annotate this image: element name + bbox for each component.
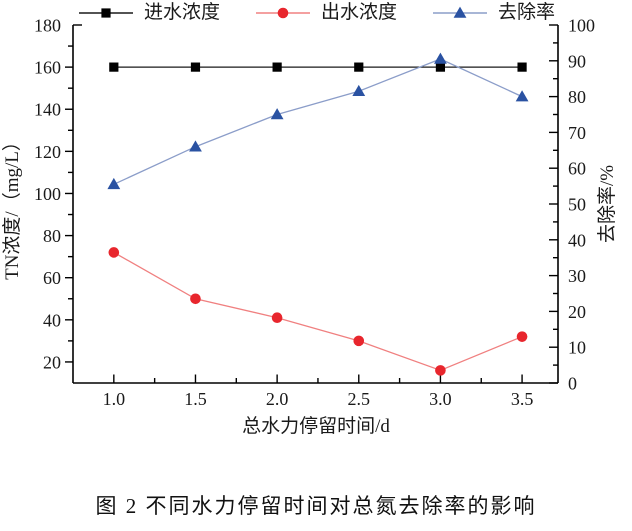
axes: 20 40 60 80 100 120 140 160 180 0 10 20 30 40 50 60 70 80… <box>34 16 595 410</box>
legend-triangle-marker-icon <box>433 6 487 18</box>
y-left-tick-label: 120 <box>34 142 61 162</box>
x-axis-label: 总水力停留时间/d <box>242 415 390 437</box>
legend-item-influent-concentration: 进水浓度 <box>77 2 220 24</box>
series-effluent-concentration <box>108 247 528 376</box>
legend-item-label: 出水浓度 <box>320 2 397 23</box>
legend-square-marker-icon <box>78 8 133 18</box>
data-series <box>107 52 529 376</box>
y-left-axis-label: TN浓度/（mg/L） <box>1 132 23 280</box>
y-left-tick-label: 180 <box>34 16 61 36</box>
y-right-tick-label: 70 <box>568 123 586 143</box>
y-right-tick-label: 60 <box>568 159 586 179</box>
y-right-tick-label: 10 <box>568 338 586 358</box>
y-right-tick-label: 90 <box>568 51 586 71</box>
series-removal-rate <box>107 52 529 190</box>
chart-plot-area: 20 40 60 80 100 120 140 160 180 0 10 20 30 40 50 60 70 80… <box>1 16 618 438</box>
legend-circle-marker-icon <box>255 7 310 19</box>
x-tick-label: 2.5 <box>348 389 371 409</box>
chart-legend: 进水浓度 出水浓度 去除率 <box>0 2 632 24</box>
y-left-tick-label: 20 <box>43 352 61 372</box>
x-tick-label: 3.0 <box>429 389 452 409</box>
y-right-tick-label: 40 <box>568 230 586 250</box>
y-right-tick-label: 20 <box>568 302 586 322</box>
x-tick-label: 1.0 <box>103 389 126 409</box>
y-right-tick-label: 80 <box>568 87 586 107</box>
y-right-tick-label: 0 <box>568 374 577 394</box>
y-left-tick-label: 80 <box>43 226 61 246</box>
figure-caption: 图 2 不同水力停留时间对总氮去除率的影响 <box>95 494 537 518</box>
y-left-tick-label: 160 <box>34 58 61 78</box>
y-right-axis-label: 去除率/% <box>596 165 618 243</box>
x-tick-label: 2.0 <box>266 389 289 409</box>
y-right-tick-label: 50 <box>568 195 586 215</box>
legend-item-label: 去除率 <box>498 2 556 23</box>
y-left-tick-label: 100 <box>34 184 61 204</box>
legend-item-label: 进水浓度 <box>143 2 220 23</box>
y-right-tick-label: 100 <box>568 16 595 36</box>
legend-item-effluent-concentration: 出水浓度 <box>254 2 397 24</box>
y-left-tick-label: 60 <box>43 268 61 288</box>
legend-item-removal-rate: 去除率 <box>431 2 555 24</box>
y-left-tick-label: 140 <box>34 100 61 120</box>
y-left-tick-label: 40 <box>43 310 61 330</box>
x-tick-label: 1.5 <box>184 389 207 409</box>
series-influent-concentration <box>109 62 527 72</box>
x-tick-label: 3.5 <box>511 389 534 409</box>
y-right-tick-label: 30 <box>568 266 586 286</box>
